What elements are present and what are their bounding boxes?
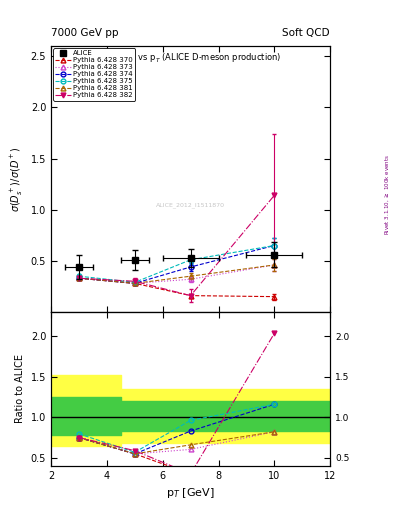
Y-axis label: Ratio to ALICE: Ratio to ALICE [15, 354, 25, 423]
Y-axis label: $\sigma(D_s^+)/\sigma(D^+)$: $\sigma(D_s^+)/\sigma(D^+)$ [9, 146, 25, 212]
Text: 7000 GeV pp: 7000 GeV pp [51, 28, 119, 38]
Legend: ALICE, Pythia 6.428 370, Pythia 6.428 373, Pythia 6.428 374, Pythia 6.428 375, P: ALICE, Pythia 6.428 370, Pythia 6.428 37… [53, 48, 135, 100]
Text: ALICE_2012_I1511870: ALICE_2012_I1511870 [156, 203, 225, 208]
Text: Rivet 3.1.10, $\geq$ 100k events: Rivet 3.1.10, $\geq$ 100k events [384, 154, 391, 235]
Text: Ds$^+$/D$^+$ vs p$_T$ (ALICE D-meson production): Ds$^+$/D$^+$ vs p$_T$ (ALICE D-meson pro… [100, 51, 281, 65]
X-axis label: p$_T$ [GeV]: p$_T$ [GeV] [166, 486, 215, 500]
Text: Soft QCD: Soft QCD [283, 28, 330, 38]
